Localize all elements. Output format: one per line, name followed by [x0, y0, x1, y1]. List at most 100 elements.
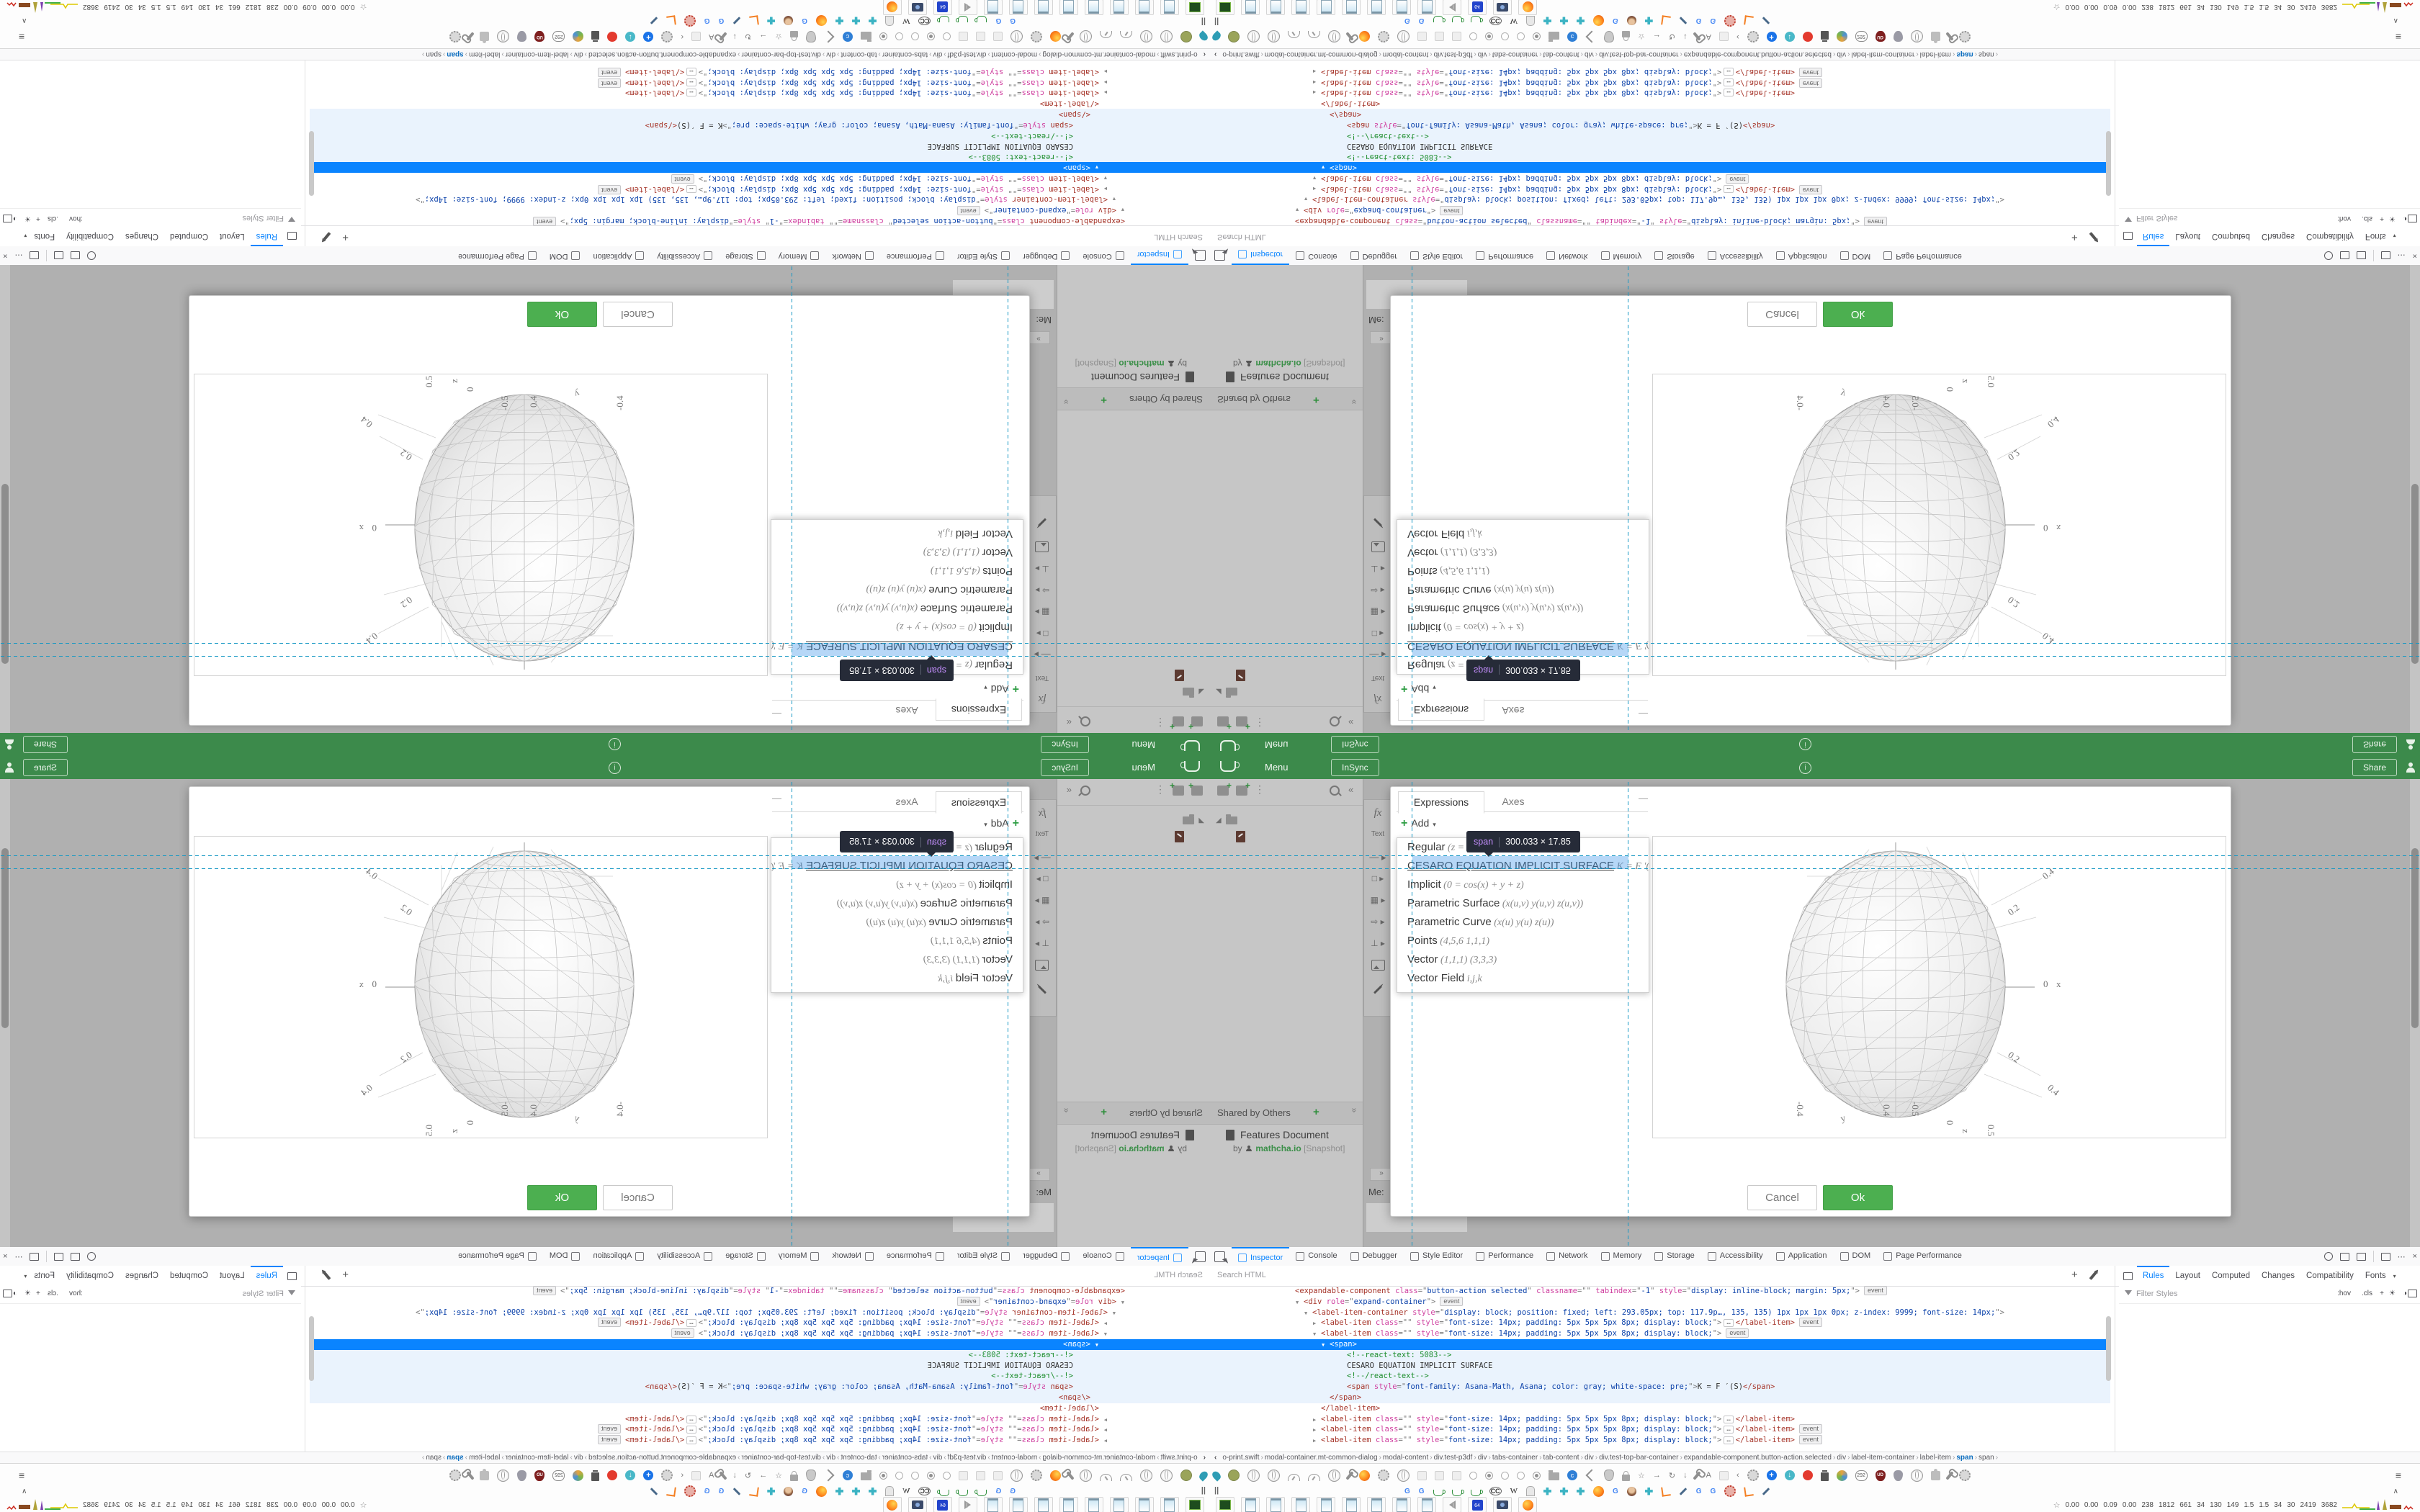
markup-line[interactable]: ▼ <span>: [1210, 1338, 2110, 1350]
toolbar-glb-icon[interactable]: [1910, 30, 1923, 43]
markup-scrollbar-thumb[interactable]: [2106, 1316, 2111, 1381]
add-node-icon[interactable]: +: [2071, 231, 2078, 243]
toolbar-radf-icon[interactable]: [879, 1471, 887, 1480]
taskbar-button[interactable]: [1186, 1497, 1204, 1512]
inline-ellipsis-badge[interactable]: …: [686, 1426, 696, 1434]
tool-grid-icon[interactable]: ▦ ▸: [1034, 895, 1050, 905]
markup-line[interactable]: ▶ <label-item class="" style="font-size: …: [310, 1424, 1210, 1435]
markup-line[interactable]: <!--/react-text-->: [1210, 1371, 2110, 1382]
taskbar-button[interactable]: [1493, 0, 1512, 15]
sidebar-tab-rules[interactable]: Rules: [2137, 225, 2170, 247]
devtools-close-icon[interactable]: ×: [2412, 1252, 2417, 1261]
favicon-cup-icon[interactable]: [1451, 1489, 1464, 1496]
drawer-more-icon[interactable]: ⋮: [1155, 783, 1165, 795]
info-icon[interactable]: i: [1799, 738, 1811, 750]
favicon-gt-icon[interactable]: G: [1010, 1487, 1016, 1495]
expand-arrow-icon[interactable]: ▶: [1313, 1427, 1317, 1434]
breadcrumb-scroll-icon[interactable]: ‹: [1214, 50, 1217, 58]
taskbar-button[interactable]: [1317, 0, 1335, 15]
markup-line[interactable]: ▼ <label-item class="" style="font-size: …: [1210, 173, 2110, 184]
favicon-gt-icon[interactable]: G: [718, 17, 725, 25]
markup-line[interactable]: <expandable-component class="button-acti…: [310, 1286, 1210, 1297]
markup-line[interactable]: CESARO EQUATION IMPLICIT SURFACE: [310, 140, 1210, 152]
devtools-tab-style-editor[interactable]: Style Editor: [951, 247, 1016, 265]
inline-ellipsis-badge[interactable]: …: [1724, 1436, 1734, 1445]
event-badge[interactable]: event: [671, 174, 694, 184]
toolbar-oliv-icon[interactable]: [1228, 31, 1240, 42]
devtools-tab-inspector[interactable]: Inspector: [1232, 1247, 1290, 1266]
toolbar-glb-icon[interactable]: [497, 30, 510, 43]
pseudo-class-toggle[interactable]: :hov: [69, 1290, 83, 1297]
expand-arrow-icon[interactable]: ▶: [1103, 185, 1107, 192]
toolbar-bluc-icon[interactable]: c: [843, 1470, 853, 1480]
eyedropper-icon[interactable]: [2089, 1272, 2097, 1280]
toolbar-glb-icon[interactable]: [1268, 30, 1280, 43]
favicon-wt-icon[interactable]: W: [1510, 17, 1518, 25]
tool-grid-icon[interactable]: ▦ ▸: [1034, 607, 1050, 617]
toolbar-shldg-icon[interactable]: [517, 31, 527, 42]
graph-3d-viewport[interactable]: 0.4 0.2 0 x 0.2 0.4 -0.4 0.4 -0.5 y 0 z 0.5: [1652, 836, 2226, 1138]
add-node-icon[interactable]: +: [342, 231, 349, 243]
markup-line[interactable]: <span style="font-family: Asana-Math, As…: [1210, 120, 2110, 130]
favicon-tx-icon[interactable]: [835, 1488, 843, 1495]
menu-item[interactable]: Parametric Surface (x(u,v) y(u,v) z(u,v)…: [771, 894, 1023, 913]
sidebar-tab-computed[interactable]: Computed: [170, 232, 209, 241]
toolbar-sqf-icon[interactable]: [976, 32, 985, 42]
breadcrumb-item[interactable]: span: [1978, 1454, 1994, 1462]
tool-fx-icon[interactable]: fx: [1038, 807, 1047, 819]
search-icon[interactable]: [1330, 786, 1340, 796]
devtools-menu-icon[interactable]: ⋯: [2397, 1252, 2406, 1261]
favicon-gho-icon[interactable]: [885, 1486, 895, 1496]
sidebar-tab-fonts[interactable]: Fonts: [2365, 1271, 2386, 1280]
taskbar-button[interactable]: [1317, 1497, 1335, 1512]
expand-arrow-icon[interactable]: ▼: [1304, 1310, 1308, 1316]
shared-doc-icon[interactable]: [1175, 670, 1184, 681]
taskbar-button[interactable]: [883, 1497, 902, 1512]
toolbar-radf-icon[interactable]: [927, 1471, 935, 1480]
taskbar-button[interactable]: 64: [933, 0, 952, 15]
favicon-cup-icon[interactable]: [1470, 16, 1481, 23]
breadcrumb-item[interactable]: label-item: [468, 50, 501, 58]
toolbar-lock-icon[interactable]: [790, 31, 798, 38]
favicon-cct-icon[interactable]: CC: [1489, 17, 1502, 25]
devtools-tab-page-performance[interactable]: Page Performance: [1877, 247, 1968, 265]
event-badge[interactable]: event: [1726, 1328, 1749, 1338]
toolbar-gtx-icon[interactable]: ‹: [1736, 32, 1739, 41]
share-button[interactable]: Share: [2352, 759, 2398, 776]
toolbar-wr-icon[interactable]: [1692, 1470, 1701, 1480]
breadcrumb-item[interactable]: o-print.swift: [1222, 50, 1260, 58]
add-shared-icon[interactable]: +: [1313, 394, 1319, 406]
scrollbar-thumb[interactable]: [1, 848, 9, 1028]
inline-ellipsis-badge[interactable]: …: [1724, 78, 1734, 86]
markup-line[interactable]: ▶ <label-item class="" style="font-size: …: [310, 77, 1210, 88]
toolbar-glb-icon[interactable]: [1910, 1469, 1923, 1482]
tool-fx-icon[interactable]: fx: [1373, 693, 1382, 705]
dark-mode-sim-icon[interactable]: ◑: [13, 215, 18, 222]
toolbar-rad-icon[interactable]: [1501, 1471, 1509, 1480]
toolbar-sqf-icon[interactable]: [1435, 1470, 1444, 1480]
favicon-sot-icon[interactable]: [1660, 15, 1671, 27]
taskbar-button[interactable]: [1059, 1497, 1078, 1512]
document-list-item[interactable]: Features Document by mathcha.io [Snapsho…: [1057, 351, 1210, 384]
toolbar-rad-icon[interactable]: [911, 1471, 919, 1480]
search-icon[interactable]: [1330, 716, 1340, 726]
toolbar-rad-icon[interactable]: [1501, 32, 1509, 41]
markup-line[interactable]: <span style="font-family: Asana-Math, As…: [310, 120, 1210, 130]
expand-arrow-icon[interactable]: ▶: [1313, 1438, 1317, 1444]
toolbar-shld-icon[interactable]: [1604, 31, 1614, 42]
favicon-gt-icon[interactable]: G: [802, 1487, 808, 1495]
devtools-tab-network[interactable]: Network: [825, 247, 879, 265]
owner-name[interactable]: mathcha.io: [1255, 359, 1301, 369]
tool-axis-icon[interactable]: ⊥ ▸: [1035, 564, 1049, 574]
inline-ellipsis-badge[interactable]: …: [686, 78, 696, 86]
menu-item[interactable]: Points (4,5,6 1,1,1): [1397, 562, 1649, 580]
devtools-tab-storage[interactable]: Storage: [1648, 247, 1701, 265]
devtools-tab-dom[interactable]: DOM: [543, 247, 587, 265]
add-expression-button[interactable]: +Add▾: [1401, 817, 1436, 834]
menu-item[interactable]: Implicit (0 = cos(x) + y + z): [1397, 876, 1649, 894]
toolbar-gtx-icon[interactable]: →: [759, 32, 768, 41]
tray-star-icon[interactable]: ☆: [359, 2, 367, 12]
info-icon[interactable]: i: [609, 762, 621, 774]
toolbar-sqf-icon[interactable]: [1417, 32, 1427, 42]
markup-line[interactable]: </label-item>: [1210, 1403, 2110, 1414]
